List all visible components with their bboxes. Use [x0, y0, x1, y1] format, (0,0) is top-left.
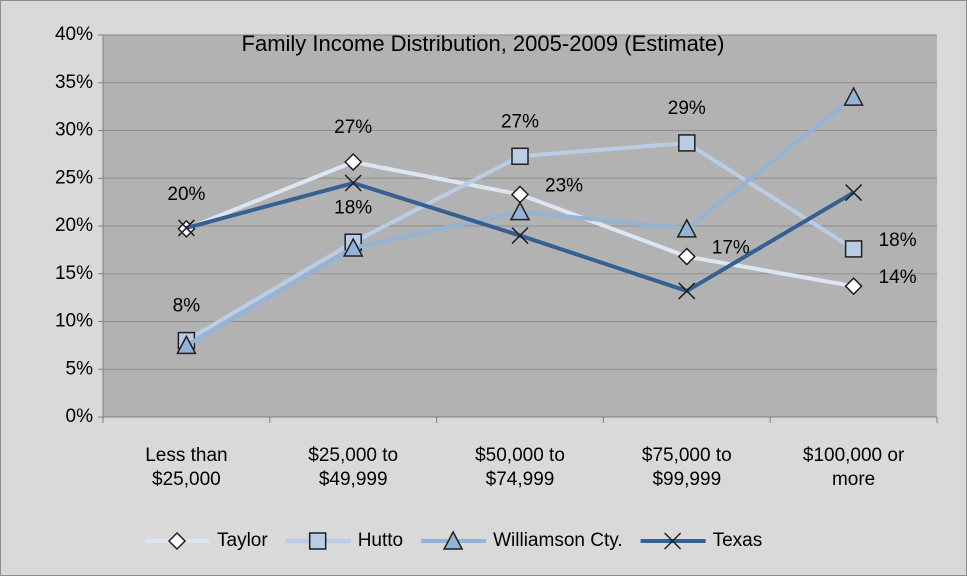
legend-label: Taylor	[217, 530, 268, 551]
y-tick-label: 25%	[55, 167, 93, 188]
data-label: 18%	[334, 197, 372, 218]
x-tick-label: $75,000 to $99,999	[641, 445, 732, 490]
marker	[344, 152, 363, 172]
data-label: 17%	[712, 238, 750, 259]
marker	[843, 86, 864, 106]
legend-label: Williamson Cty.	[493, 530, 623, 551]
x-tick-label: $50,000 to $74,999	[475, 445, 565, 490]
marker	[167, 531, 187, 551]
marker	[509, 201, 531, 221]
x-tick-label: $25,000 to $49,999	[308, 445, 399, 490]
marker	[678, 134, 696, 152]
marker	[176, 334, 197, 355]
y-tick-label: 35%	[55, 72, 93, 93]
data-label: 27%	[334, 117, 372, 138]
marker	[342, 237, 364, 257]
data-label: 20%	[167, 184, 205, 205]
marker	[344, 174, 362, 192]
y-tick-label: 20%	[55, 215, 93, 236]
legend-label: Texas	[713, 530, 763, 551]
marker	[677, 247, 696, 266]
y-tick-label: 5%	[66, 358, 94, 379]
y-tick-label: 0%	[66, 406, 94, 427]
marker	[442, 530, 464, 550]
marker	[664, 532, 682, 550]
y-tick-label: 40%	[55, 24, 93, 45]
y-tick-label: 15%	[55, 263, 93, 284]
marker	[308, 532, 327, 550]
x-tick-label: Less than $25,000	[145, 445, 228, 490]
y-tick-label: 10%	[55, 311, 93, 332]
x-tick-label: $100,000 or more	[802, 445, 905, 490]
data-label: 18%	[879, 230, 917, 251]
marker	[511, 147, 529, 166]
y-tick-label: 30%	[55, 120, 93, 141]
data-label: 29%	[668, 98, 706, 119]
marker	[844, 240, 863, 258]
data-label: 8%	[173, 296, 201, 317]
marker	[844, 277, 863, 296]
marker	[845, 184, 863, 202]
data-label: 27%	[501, 111, 539, 132]
marker	[676, 218, 698, 238]
marker	[678, 282, 696, 300]
legend-label: Hutto	[358, 530, 403, 551]
data-label: 23%	[545, 176, 583, 197]
data-label: 14%	[879, 267, 917, 288]
marker	[177, 219, 195, 237]
marker	[511, 227, 529, 245]
